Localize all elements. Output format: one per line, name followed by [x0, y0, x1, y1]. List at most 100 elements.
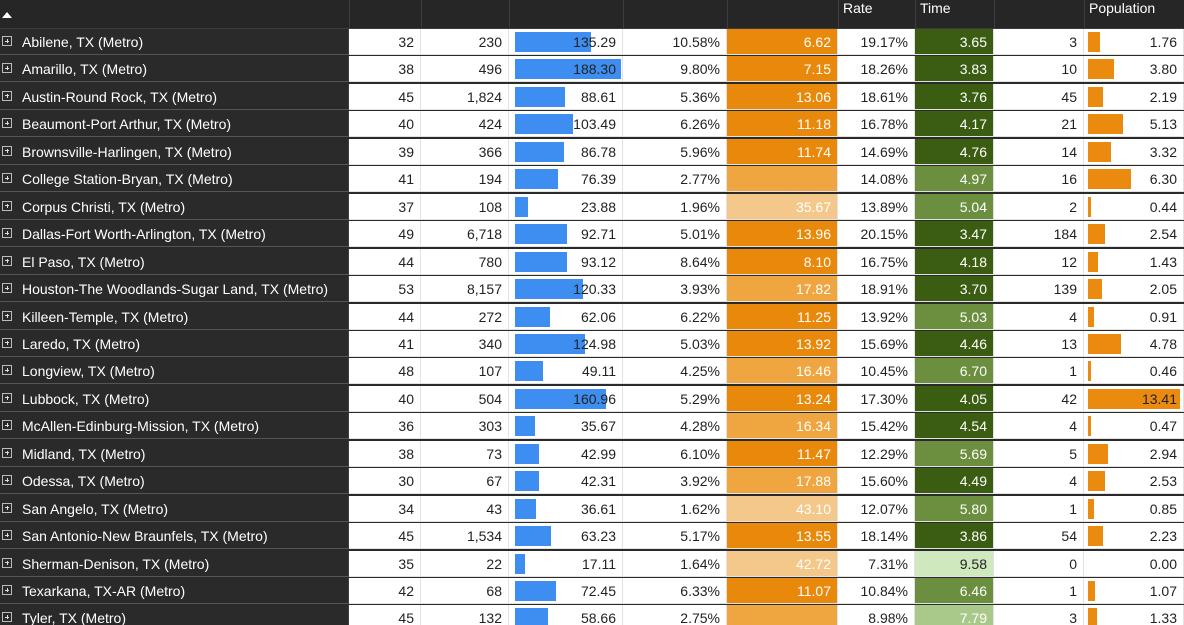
expand-icon[interactable]	[2, 337, 12, 348]
row-name-label: Odessa, TX (Metro)	[22, 473, 145, 490]
cell-value: 23.88	[580, 198, 616, 215]
sort-ascending-icon[interactable]	[2, 12, 12, 18]
cell-value: 272	[478, 308, 502, 325]
header-col1[interactable]	[349, 0, 421, 28]
table-row[interactable]: Tyler, TX (Metro) 45 132 58.66 2.75% 8.98% 7.7…	[0, 605, 1184, 625]
cell-c2: 43	[421, 495, 509, 522]
expand-icon[interactable]	[2, 36, 12, 46]
cell-value: 160.96	[573, 390, 616, 407]
row-name-cell[interactable]: San Antonio-New Braunfels, TX (Metro)	[0, 523, 349, 550]
cell-value: 14.08%	[860, 171, 908, 188]
table-row[interactable]: San Angelo, TX (Metro) 34 43 36.61 1.62% 43.1…	[0, 495, 1184, 523]
expand-icon[interactable]	[2, 612, 12, 623]
expand-icon[interactable]	[2, 310, 12, 321]
expand-icon[interactable]	[2, 255, 12, 266]
row-name-cell[interactable]: Odessa, TX (Metro)	[0, 468, 349, 495]
table-row[interactable]: Odessa, TX (Metro) 30 67 42.31 3.92% 17.88 15.…	[0, 468, 1184, 495]
table-row[interactable]: Sherman-Denison, TX (Metro) 35 22 17.11 1.64…	[0, 550, 1184, 578]
header-col4[interactable]	[623, 0, 727, 28]
row-name-cell[interactable]: Texarkana, TX-AR (Metro)	[0, 578, 349, 604]
row-name-cell[interactable]: Laredo, TX (Metro)	[0, 330, 349, 357]
cell-c5: 11.74	[727, 138, 838, 165]
row-name-cell[interactable]: Austin-Round Rock, TX (Metro)	[0, 83, 349, 110]
row-name-cell[interactable]: McAllen-Edinburg-Mission, TX (Metro)	[0, 413, 349, 440]
header-col5[interactable]	[727, 0, 838, 28]
table-row[interactable]: Houston-The Woodlands-Sugar Land, TX (Me…	[0, 276, 1184, 303]
cell-value: 3.47	[959, 226, 987, 243]
cell-c9: 1.43	[1084, 248, 1184, 275]
row-name-cell[interactable]: Amarillo, TX (Metro)	[0, 56, 349, 83]
header-col8[interactable]	[994, 0, 1084, 28]
population-bar	[1088, 498, 1094, 519]
expand-icon[interactable]	[2, 447, 12, 458]
cell-c5: 13.92	[727, 330, 838, 357]
table-row[interactable]: Abilene, TX (Metro) 32 230 135.29 10.58% 6.62…	[0, 29, 1184, 56]
data-bar	[515, 443, 540, 464]
table-row[interactable]: College Station-Bryan, TX (Metro) 41 194 76…	[0, 166, 1184, 193]
cell-c6: 8.98%	[838, 605, 915, 625]
table-row[interactable]: Amarillo, TX (Metro) 38 496 188.30 9.80% 7.15…	[0, 56, 1184, 83]
row-name-cell[interactable]: Brownsville-Harlingen, TX (Metro)	[0, 138, 349, 165]
table-row[interactable]: Dallas-Fort Worth-Arlington, TX (Metro) 4…	[0, 221, 1184, 248]
table-row[interactable]: Longview, TX (Metro) 48 107 49.11 4.25% 16.46…	[0, 358, 1184, 385]
expand-icon[interactable]	[2, 118, 12, 129]
table-row[interactable]: Brownsville-Harlingen, TX (Metro) 39 366 86…	[0, 138, 1184, 166]
expand-icon[interactable]	[2, 502, 12, 513]
row-name-cell[interactable]: Abilene, TX (Metro)	[0, 29, 349, 55]
row-name-cell[interactable]: San Angelo, TX (Metro)	[0, 495, 349, 522]
row-name-cell[interactable]: Dallas-Fort Worth-Arlington, TX (Metro)	[0, 221, 349, 248]
row-name-cell[interactable]: Midland, TX (Metro)	[0, 440, 349, 467]
expand-icon[interactable]	[2, 283, 12, 294]
row-name-cell[interactable]: Lubbock, TX (Metro)	[0, 385, 349, 412]
table-row[interactable]: Texarkana, TX-AR (Metro) 42 68 72.45 6.33% 11…	[0, 578, 1184, 605]
row-name-cell[interactable]: Tyler, TX (Metro)	[0, 605, 349, 625]
row-name-cell[interactable]: Longview, TX (Metro)	[0, 358, 349, 385]
table-row[interactable]: McAllen-Edinburg-Mission, TX (Metro) 36 30…	[0, 413, 1184, 440]
header-col2[interactable]	[421, 0, 509, 28]
cell-value: 2.77%	[680, 171, 720, 188]
table-row[interactable]: San Antonio-New Braunfels, TX (Metro) 45 1…	[0, 523, 1184, 550]
row-name-cell[interactable]: El Paso, TX (Metro)	[0, 248, 349, 275]
expand-icon[interactable]	[2, 200, 12, 211]
cell-value: 11.07	[797, 583, 831, 599]
cell-c5	[727, 166, 838, 193]
row-name-cell[interactable]: Killeen-Temple, TX (Metro)	[0, 303, 349, 330]
table-row[interactable]: Laredo, TX (Metro) 41 340 124.98 5.03% 13.92 1…	[0, 330, 1184, 358]
expand-icon[interactable]	[2, 475, 12, 486]
expand-icon[interactable]	[2, 365, 12, 376]
expand-icon[interactable]	[2, 420, 12, 431]
table-row[interactable]: Midland, TX (Metro) 38 73 42.99 6.10% 11.47 12…	[0, 440, 1184, 468]
expand-icon[interactable]	[2, 530, 12, 541]
expand-icon[interactable]	[2, 145, 12, 156]
table-row[interactable]: Corpus Christi, TX (Metro) 37 108 23.88 1.96…	[0, 193, 1184, 221]
expand-icon[interactable]	[2, 173, 12, 184]
table-row[interactable]: Lubbock, TX (Metro) 40 504 160.96 5.29% 13.24…	[0, 385, 1184, 413]
row-name-cell[interactable]: College Station-Bryan, TX (Metro)	[0, 166, 349, 193]
header-time[interactable]: Time	[915, 0, 994, 28]
row-name-cell[interactable]: Sherman-Denison, TX (Metro)	[0, 550, 349, 577]
table-row[interactable]: Killeen-Temple, TX (Metro) 44 272 62.06 6.22…	[0, 303, 1184, 331]
expand-icon[interactable]	[2, 392, 12, 403]
expand-icon[interactable]	[2, 63, 12, 74]
cell-value: 4.54	[959, 418, 987, 435]
row-name-cell[interactable]: Beaumont-Port Arthur, TX (Metro)	[0, 111, 349, 138]
cell-value: 16.78%	[860, 116, 908, 133]
expand-icon[interactable]	[2, 557, 12, 568]
row-name-cell[interactable]: Houston-The Woodlands-Sugar Land, TX (Me…	[0, 276, 349, 303]
expand-icon[interactable]	[2, 228, 12, 239]
population-bar	[1088, 361, 1092, 382]
expand-icon[interactable]	[2, 90, 12, 101]
header-col3[interactable]	[509, 0, 623, 28]
table-row[interactable]: El Paso, TX (Metro) 44 780 93.12 8.64% 8.10 16…	[0, 248, 1184, 276]
cell-c6: 15.69%	[838, 330, 915, 357]
row-name-label: San Antonio-New Braunfels, TX (Metro)	[22, 528, 268, 545]
table-row[interactable]: Beaumont-Port Arthur, TX (Metro) 40 424 103…	[0, 111, 1184, 138]
row-name-cell[interactable]: Corpus Christi, TX (Metro)	[0, 193, 349, 220]
row-name-label: College Station-Bryan, TX (Metro)	[22, 171, 233, 188]
table-row[interactable]: Austin-Round Rock, TX (Metro) 45 1,824 88.6…	[0, 83, 1184, 111]
header-population[interactable]: Population	[1084, 0, 1184, 28]
cell-c2: 366	[421, 138, 509, 165]
header-name[interactable]	[0, 0, 349, 28]
header-rate[interactable]: Rate	[838, 0, 915, 28]
expand-icon[interactable]	[2, 585, 12, 595]
